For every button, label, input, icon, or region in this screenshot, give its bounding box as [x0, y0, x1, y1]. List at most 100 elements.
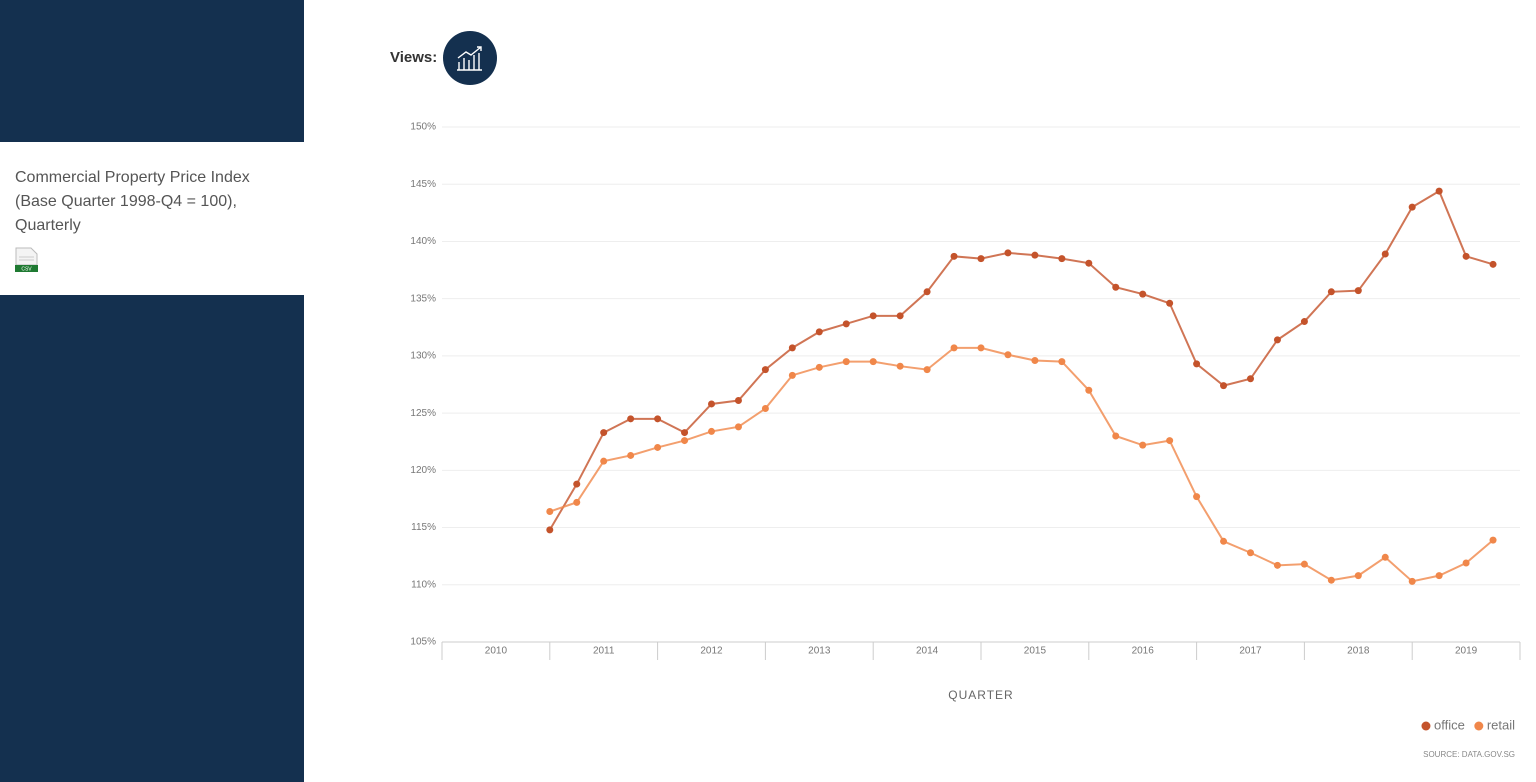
data-point: [1435, 572, 1443, 580]
data-point: [788, 344, 796, 352]
data-point: [1085, 386, 1093, 394]
data-point: [627, 415, 635, 423]
data-point: [1004, 249, 1012, 257]
y-tick-label: 135%: [410, 293, 436, 304]
data-point: [896, 362, 904, 370]
data-point: [1112, 432, 1120, 440]
data-point: [708, 400, 715, 408]
data-point: [1031, 356, 1039, 364]
x-axis-label: QUARTER: [948, 688, 1013, 702]
x-tick-label: 2015: [1024, 646, 1047, 657]
dataset-title[interactable]: Commercial Property Price Index (Base Qu…: [15, 169, 250, 234]
csv-badge: [15, 265, 38, 272]
y-tick-label: 110%: [411, 579, 436, 590]
x-tick-label: 2011: [593, 646, 615, 657]
views-label: Views:: [390, 49, 437, 66]
data-point: [1193, 493, 1201, 501]
data-point: [1031, 251, 1039, 259]
data-point: [950, 344, 958, 352]
series-line: [548, 189, 1494, 531]
legend-marker: [1421, 721, 1431, 731]
data-point: [1327, 288, 1335, 296]
data-point: [600, 429, 608, 437]
series-line: [549, 346, 1494, 583]
data-point: [1462, 559, 1470, 567]
data-point: [1220, 537, 1228, 545]
data-point: [869, 358, 877, 366]
x-tick-label: 2018: [1347, 646, 1370, 657]
data-point: [627, 451, 635, 459]
data-point: [1354, 287, 1362, 295]
data-point: [1462, 252, 1470, 260]
x-tick-label: 2017: [1239, 646, 1262, 657]
csv-label: CSV: [21, 266, 32, 272]
csv-download[interactable]: CSV: [15, 247, 39, 273]
y-tick-label: 145%: [410, 179, 436, 190]
data-point: [923, 288, 931, 296]
x-tick-label: 2016: [1132, 646, 1155, 657]
dataset-panel: Commercial Property Price Index (Base Qu…: [0, 142, 304, 295]
data-point: [815, 328, 823, 336]
data-point: [734, 397, 742, 405]
data-point: [654, 443, 662, 451]
data-point: [788, 371, 796, 379]
y-tick-label: 115%: [411, 522, 436, 533]
data-point: [1220, 382, 1228, 390]
data-point: [1300, 318, 1308, 326]
x-tick-label: 2014: [916, 646, 939, 657]
data-point: [761, 366, 769, 374]
data-point: [1273, 336, 1281, 344]
data-point: [1112, 283, 1120, 291]
data-point: [1408, 577, 1416, 585]
data-point: [681, 429, 689, 437]
data-point: [734, 423, 742, 431]
data-point: [869, 312, 877, 320]
data-point: [708, 427, 715, 435]
y-tick-label: 120%: [410, 465, 436, 476]
data-point: [1247, 549, 1254, 557]
data-point: [1300, 560, 1308, 568]
data-point: [1381, 250, 1389, 258]
data-point: [1166, 299, 1174, 307]
x-tick-label: 2013: [808, 646, 831, 657]
data-point: [1193, 360, 1201, 368]
data-point: [1058, 358, 1066, 366]
data-point: [573, 480, 581, 488]
legend: retail office: [1421, 717, 1515, 732]
data-point: [1435, 187, 1443, 195]
data-point: [1489, 536, 1497, 544]
data-point: [1408, 203, 1416, 211]
data-point: [1354, 572, 1362, 580]
legend-marker: [1474, 721, 1484, 731]
data-point: [842, 320, 850, 328]
data-point: [977, 255, 985, 263]
legend-label: office: [1434, 717, 1465, 732]
data-point: [1004, 351, 1012, 359]
data-point: [573, 498, 581, 506]
y-tick-label: 140%: [410, 236, 436, 247]
view-button-circle[interactable]: [443, 31, 497, 85]
data-point: [1139, 290, 1147, 298]
data-point: [896, 312, 904, 320]
x-tick-label: 2012: [700, 646, 723, 657]
data-point: [546, 508, 554, 516]
source: SOURCE: DATA.GOV.SG: [1423, 750, 1515, 759]
data-point: [842, 358, 850, 366]
data-point: [1273, 561, 1281, 569]
y-tick-label: 130%: [410, 351, 436, 362]
y-tick-label: 150%: [410, 122, 436, 133]
data-point: [977, 344, 985, 352]
x-tick-label: 2010: [485, 646, 508, 657]
legend-label: retail: [1487, 717, 1515, 732]
chart-icon: [457, 46, 482, 71]
data-point: [761, 405, 769, 413]
data-point: [600, 457, 608, 465]
y-tick-label: 125%: [410, 408, 436, 419]
data-point: [923, 366, 931, 374]
view-button[interactable]: [443, 31, 497, 85]
data-point: [1247, 375, 1254, 383]
data-point: [1381, 553, 1389, 561]
x-tick-label: 2019: [1455, 646, 1478, 657]
